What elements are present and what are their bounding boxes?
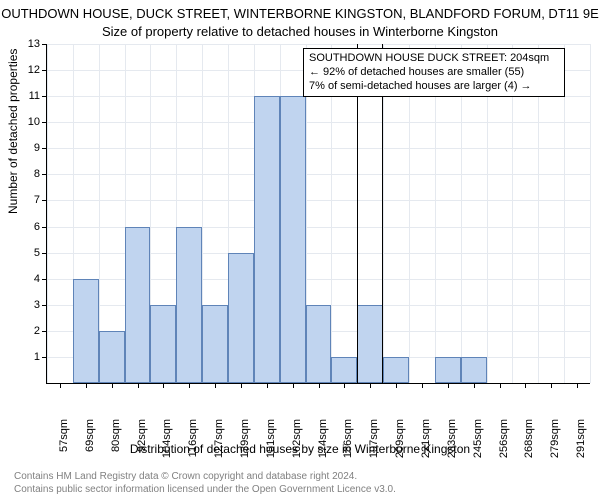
bar	[435, 357, 461, 383]
y-tick-label: 7	[10, 194, 40, 206]
gridline-h	[47, 122, 590, 123]
annotation-line: 7% of semi-detached houses are larger (4…	[309, 80, 559, 94]
x-tick	[293, 383, 294, 388]
y-tick-label: 12	[10, 64, 40, 76]
annotation-line: SOUTHDOWN HOUSE DUCK STREET: 204sqm	[309, 52, 559, 66]
x-tick	[163, 383, 164, 388]
y-tick-label: 8	[10, 168, 40, 180]
x-tick	[215, 383, 216, 388]
x-tick	[138, 383, 139, 388]
x-tick	[267, 383, 268, 388]
y-tick-label: 3	[10, 299, 40, 311]
x-tick-label: 92sqm	[136, 419, 148, 467]
x-tick-label: 256sqm	[498, 419, 510, 467]
y-tick-label: 6	[10, 221, 40, 233]
x-tick-label: 268sqm	[523, 419, 535, 467]
footer-line-1: Contains HM Land Registry data © Crown c…	[14, 471, 396, 484]
x-tick-label: 186sqm	[342, 419, 354, 467]
bar	[202, 305, 228, 383]
bar	[73, 279, 99, 383]
y-tick-label: 10	[10, 116, 40, 128]
gridline-v	[590, 44, 591, 383]
x-tick-label: 209sqm	[394, 419, 406, 467]
annotation-line: ← 92% of detached houses are smaller (55…	[309, 66, 559, 80]
bar	[461, 357, 487, 383]
x-tick-label: 116sqm	[187, 419, 199, 467]
x-tick-label: 291sqm	[575, 419, 587, 467]
annotation-box: SOUTHDOWN HOUSE DUCK STREET: 204sqm← 92%…	[303, 48, 565, 97]
y-tick-label: 11	[10, 90, 40, 102]
bar	[280, 96, 306, 383]
bar	[99, 331, 125, 383]
x-tick	[525, 383, 526, 388]
bar	[125, 227, 151, 383]
y-tick-label: 4	[10, 273, 40, 285]
y-tick-label: 2	[10, 325, 40, 337]
gridline-v	[47, 44, 48, 383]
x-tick	[112, 383, 113, 388]
x-tick	[448, 383, 449, 388]
gridline-h	[47, 44, 590, 45]
chart-title-main: OUTHDOWN HOUSE, DUCK STREET, WINTERBORNE…	[0, 6, 600, 21]
chart-title-sub: Size of property relative to detached ho…	[0, 24, 600, 39]
x-tick-label: 221sqm	[420, 419, 432, 467]
x-tick-label: 57sqm	[58, 419, 70, 467]
x-tick	[60, 383, 61, 388]
x-tick-label: 233sqm	[446, 419, 458, 467]
x-tick-label: 162sqm	[291, 419, 303, 467]
x-tick	[500, 383, 501, 388]
x-tick	[577, 383, 578, 388]
footer-line-2: Contains public sector information licen…	[14, 484, 396, 497]
x-tick	[396, 383, 397, 388]
plot-area: SOUTHDOWN HOUSE DUCK STREET: 204sqm← 92%…	[46, 44, 590, 384]
x-tick	[370, 383, 371, 388]
footer-attribution: Contains HM Land Registry data © Crown c…	[14, 471, 396, 496]
x-tick	[319, 383, 320, 388]
x-tick-label: 245sqm	[472, 419, 484, 467]
bar	[150, 305, 176, 383]
y-tick-label: 1	[10, 351, 40, 363]
x-tick-label: 151sqm	[265, 419, 277, 467]
x-tick	[422, 383, 423, 388]
x-tick	[189, 383, 190, 388]
gridline-h	[47, 200, 590, 201]
x-tick-label: 197sqm	[368, 419, 380, 467]
x-tick-label: 127sqm	[213, 419, 225, 467]
y-tick-label: 5	[10, 247, 40, 259]
y-tick-label: 13	[10, 38, 40, 50]
x-tick-label: 80sqm	[110, 419, 122, 467]
y-tick-label: 9	[10, 142, 40, 154]
bar	[228, 253, 254, 383]
x-tick	[474, 383, 475, 388]
x-tick-label: 174sqm	[317, 419, 329, 467]
x-tick	[241, 383, 242, 388]
bar	[254, 96, 280, 383]
x-tick	[551, 383, 552, 388]
bar	[383, 357, 409, 383]
bar	[306, 305, 332, 383]
x-tick	[344, 383, 345, 388]
bar	[176, 227, 202, 383]
gridline-h	[47, 174, 590, 175]
gridline-h	[47, 148, 590, 149]
x-tick-label: 104sqm	[161, 419, 173, 467]
x-tick-label: 139sqm	[239, 419, 251, 467]
x-tick-label: 279sqm	[549, 419, 561, 467]
bar	[331, 357, 357, 383]
x-tick	[86, 383, 87, 388]
x-tick-label: 69sqm	[84, 419, 96, 467]
